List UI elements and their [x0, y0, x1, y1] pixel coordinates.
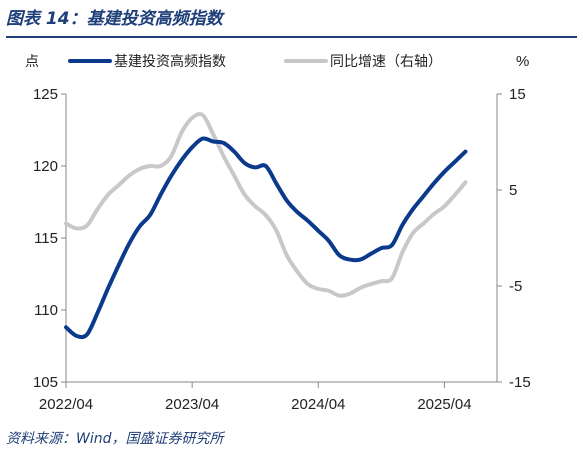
left-axis-unit: 点 [25, 54, 39, 70]
right-axis-tick-label: 5 [509, 182, 517, 199]
legend-label: 基建投资高频指数 [114, 53, 226, 70]
series-line-yoy [64, 112, 468, 298]
right-axis-tick-label: -15 [509, 374, 531, 391]
legend-label: 同比增速（右轴） [330, 54, 442, 70]
right-axis-tick-label: 15 [509, 86, 526, 103]
source-note: 资料来源：Wind，国盛证券研究所 [6, 431, 224, 447]
chart-legend: 基建投资高频指数 同比增速（右轴） [68, 53, 442, 70]
line-chart: 105 110 115 120 125 -15 -5 5 15 2022/04 2023/04 202… [25, 53, 531, 413]
left-axis-tick-label: 105 [33, 374, 58, 391]
x-axis-tick-label: 2023/04 [165, 396, 219, 413]
left-axis-tick-label: 120 [33, 158, 58, 175]
right-axis-tick-label: -5 [509, 278, 522, 295]
x-axis-tick-label: 2022/04 [39, 396, 93, 413]
title-rule [6, 36, 577, 38]
right-axis-unit: % [516, 53, 529, 70]
x-axis-tick-label: 2025/04 [417, 396, 471, 413]
x-axis-tick-label: 2024/04 [291, 396, 345, 413]
figure-title: 图表 14：基建投资高频指数 [6, 9, 223, 29]
left-axis-tick-label: 125 [33, 86, 58, 103]
series-line-index [64, 136, 468, 340]
chart-series [64, 112, 468, 340]
chart-axes: 105 110 115 120 125 -15 -5 5 15 2022/04 2023/04 202… [25, 53, 531, 413]
left-axis-tick-label: 110 [34, 302, 58, 319]
left-axis-tick-label: 115 [34, 230, 58, 247]
